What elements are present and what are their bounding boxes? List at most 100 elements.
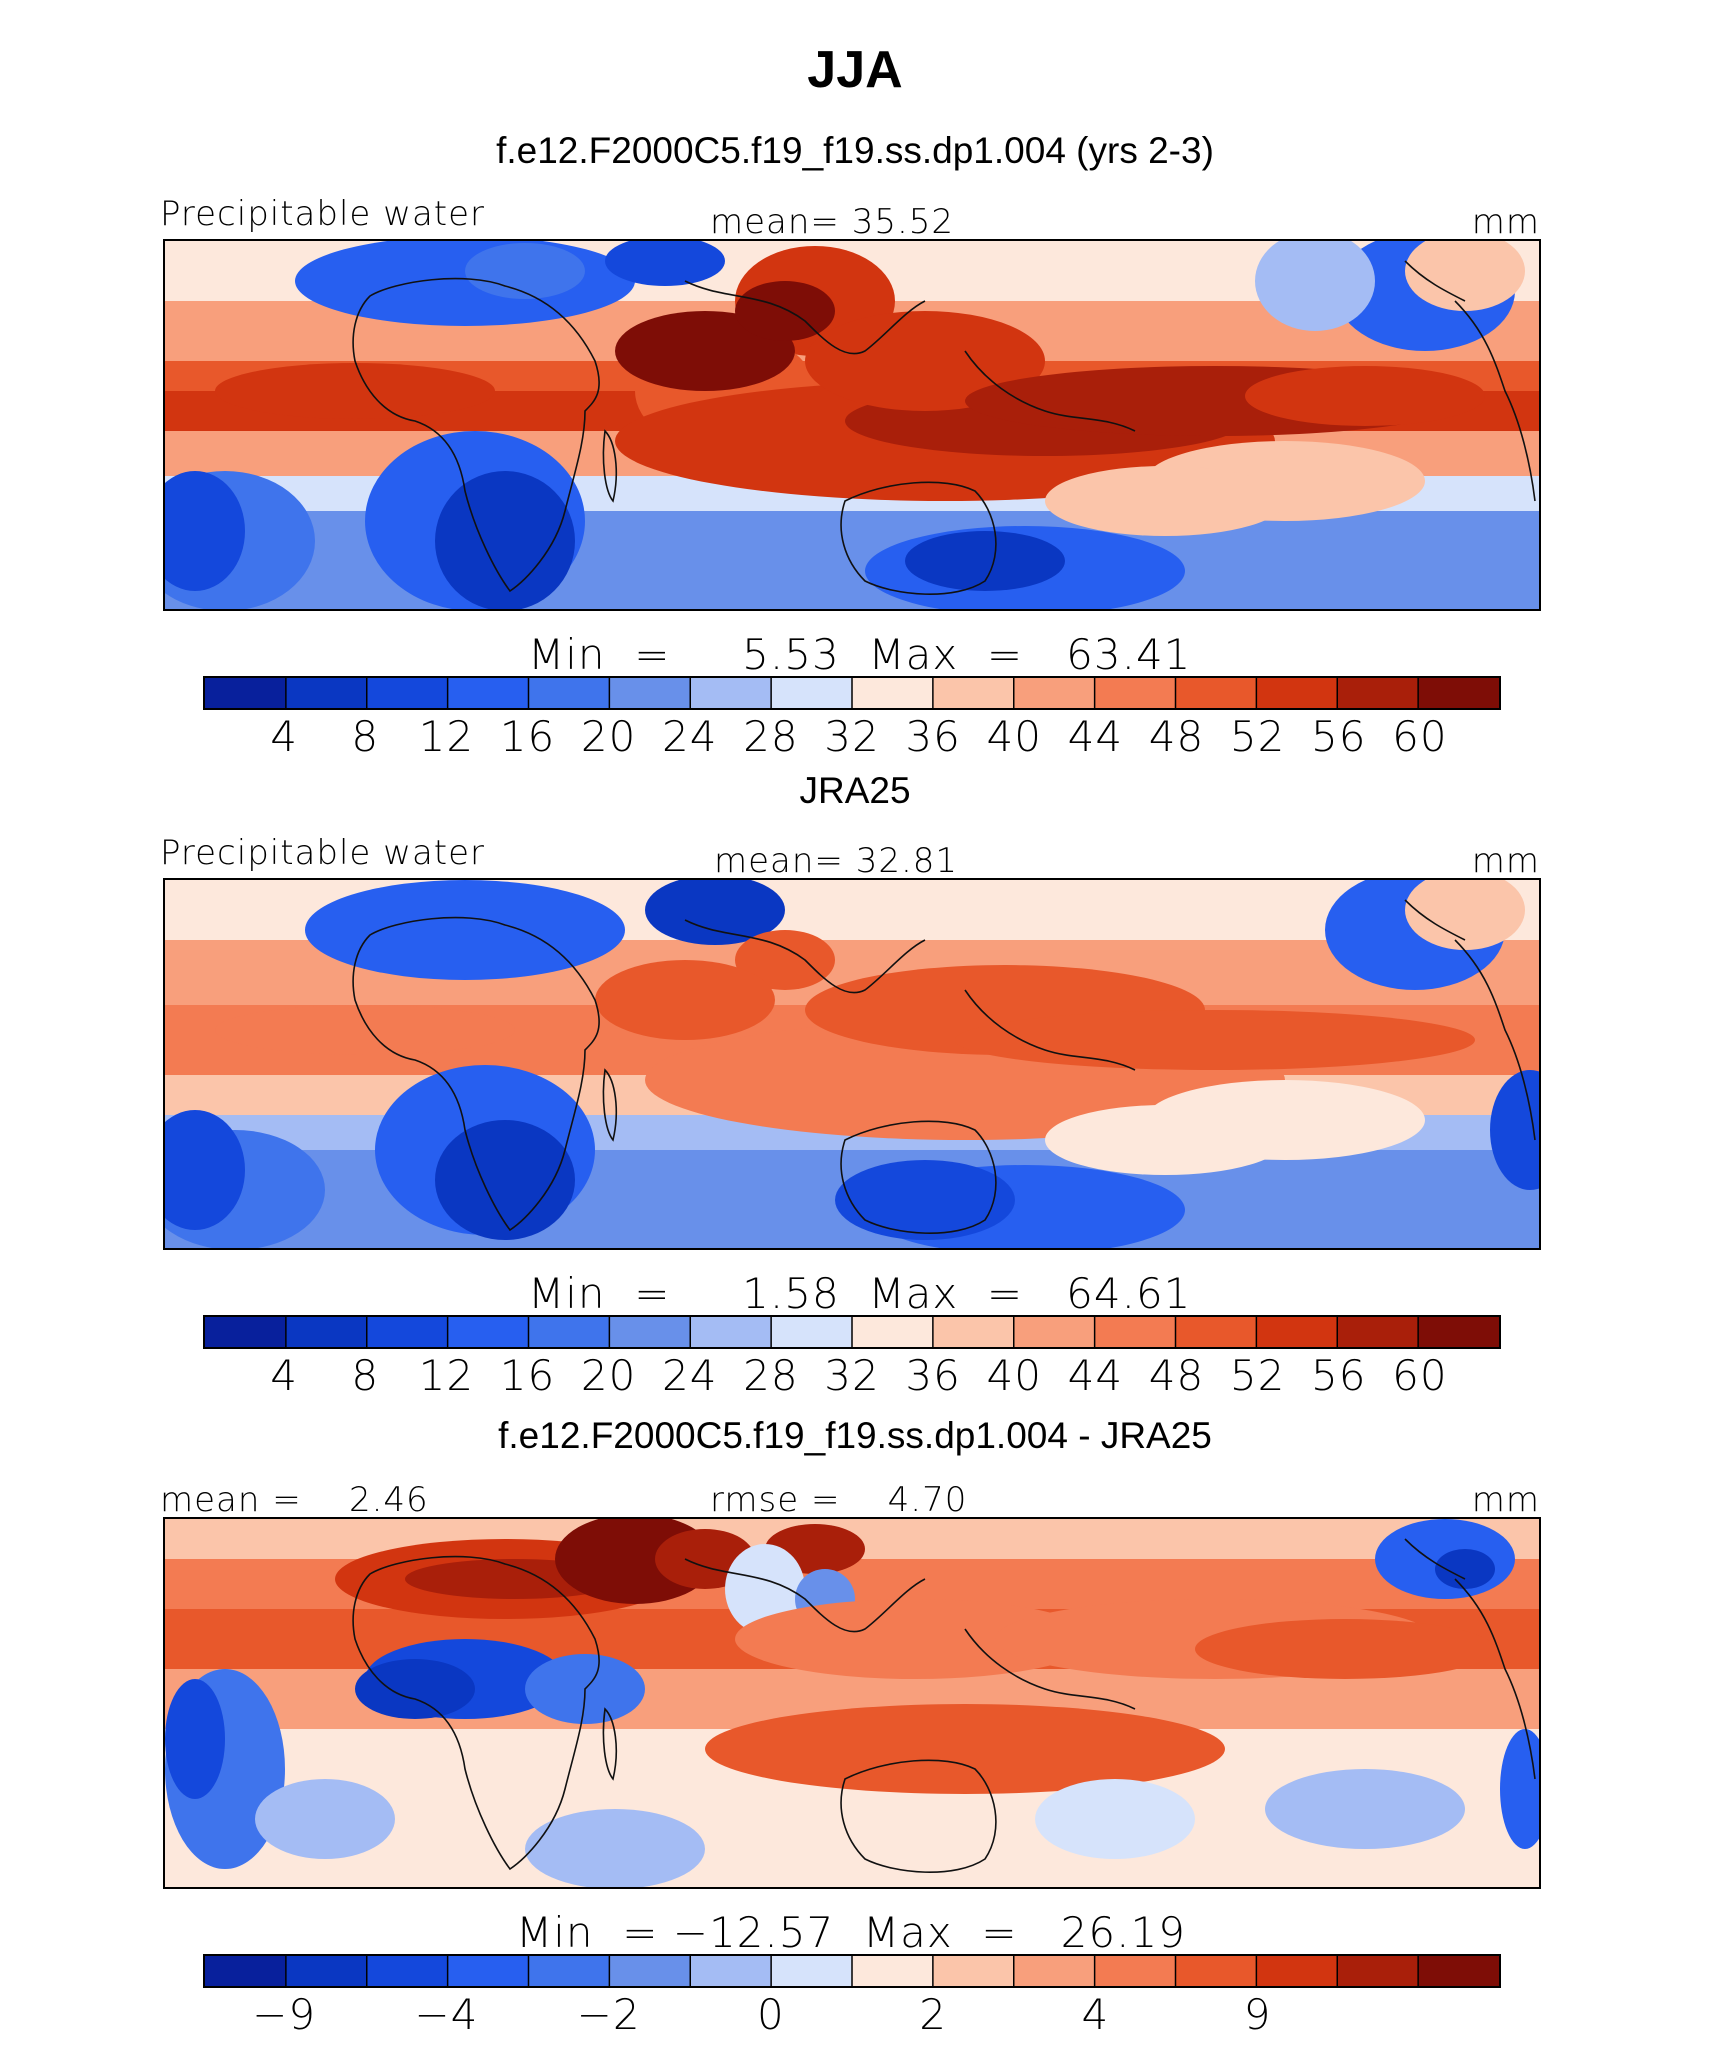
colorbar-cell [852, 1317, 934, 1347]
colorbar-cell [1175, 1317, 1257, 1347]
coastline [964, 989, 1136, 1071]
colorbar-tick-label: −9 [252, 1990, 317, 2039]
coastline [602, 1068, 618, 1142]
contour-region [1490, 1070, 1539, 1190]
coastline [1454, 300, 1536, 502]
panel-3-units-label: mm [1471, 1480, 1540, 1520]
colorbar-cell [609, 678, 691, 708]
colorbar-cell [609, 1317, 691, 1347]
panel-1-min-max: Min = 5.53 Max = 63.41 [528, 630, 1192, 679]
panel-1-mean-label: mean= 35.52 [710, 202, 955, 242]
contour-region [165, 1679, 225, 1799]
colorbar-tick-label: 52 [1229, 712, 1286, 761]
coastline [684, 1558, 926, 1633]
colorbar-cell [1418, 1956, 1499, 1986]
colorbar-cell [1337, 1317, 1419, 1347]
colorbar-cell [1013, 678, 1096, 708]
colorbar-tick-label: 36 [905, 1351, 961, 1400]
colorbar-tick-label: 60 [1392, 712, 1448, 761]
contour-region [1500, 1729, 1539, 1849]
contour-region [1265, 1769, 1465, 1849]
colorbar-cell [771, 1317, 853, 1347]
figure-title: JJA [807, 41, 903, 99]
contour-region [1405, 241, 1525, 311]
panel-3-rmse-label: rmse = 4.70 [710, 1480, 968, 1520]
colorbar-tick-label: 2 [919, 1990, 947, 2039]
coastline [964, 350, 1136, 432]
colorbar-cell [1256, 678, 1338, 708]
colorbar-tick-label: 56 [1311, 1351, 1367, 1400]
colorbar-cell [690, 1956, 772, 1986]
contour-region [645, 880, 785, 945]
contour-region [1255, 241, 1375, 331]
colorbar-cell [1094, 678, 1176, 708]
colorbar-tick-label: 16 [499, 712, 556, 761]
colorbar-cell [932, 1317, 1015, 1347]
panel-1-subtitle: f.e12.F2000C5.f19_f19.ss.dp1.004 (yrs 2-… [496, 130, 1214, 171]
colorbar-cell [1337, 678, 1419, 708]
panel-3-colorbar [203, 1954, 1501, 1988]
panel-2-colorbar [203, 1315, 1501, 1349]
contour-region [1435, 1549, 1495, 1589]
contour-region [595, 960, 775, 1040]
coastline [352, 277, 600, 593]
contour-region [305, 880, 625, 980]
panel-1-colorbar [203, 676, 1501, 710]
colorbar-cell [1013, 1317, 1096, 1347]
panel-2-map [163, 878, 1541, 1250]
panel-2-map-plot [165, 880, 1539, 1248]
panel-2-units-label: mm [1471, 841, 1540, 881]
colorbar-cell [528, 678, 610, 708]
contour-region [1045, 1105, 1285, 1175]
contour-region [215, 1005, 515, 1055]
panel-3-colorbar-ticks: −9 −4 −2 0 2 4 9 [203, 1990, 1501, 2040]
colorbar-cell [690, 1317, 772, 1347]
colorbar-cell [1418, 1317, 1499, 1347]
coastline [840, 481, 997, 595]
colorbar-cell [1175, 1956, 1257, 1986]
colorbar-cell [366, 1317, 449, 1347]
colorbar-tick-label: −2 [576, 1990, 641, 2039]
colorbar-cell [1175, 678, 1257, 708]
colorbar-tick-label: 32 [824, 1351, 880, 1400]
colorbar-tick-label: 28 [743, 1351, 799, 1400]
colorbar-tick-label: 36 [905, 712, 961, 761]
coastline [840, 1759, 997, 1873]
colorbar-cell [447, 1317, 529, 1347]
colorbar-tick-label: 20 [580, 712, 637, 761]
colorbar-cell [205, 678, 287, 708]
coastline [1404, 899, 1466, 941]
colorbar-cell [285, 678, 368, 708]
contour-region [835, 1160, 1015, 1240]
colorbar-cell [1418, 678, 1499, 708]
colorbar-cell [447, 678, 529, 708]
colorbar-tick-label: −4 [414, 1990, 479, 2039]
colorbar-cell [852, 1956, 934, 1986]
colorbar-cell [771, 1956, 853, 1986]
coastline [1404, 260, 1466, 302]
contour-region [255, 1779, 395, 1859]
contour-region [735, 930, 835, 990]
colorbar-tick-label: 32 [824, 712, 880, 761]
colorbar-tick-label: 4 [270, 712, 298, 761]
colorbar-tick-label: 0 [757, 1990, 785, 2039]
colorbar-tick-label: 52 [1229, 1351, 1286, 1400]
contour-region [165, 1110, 245, 1230]
panel-3-mean-label: mean = 2.46 [160, 1480, 429, 1520]
colorbar-cell [1094, 1956, 1176, 1986]
panel-2-min-max: Min = 1.58 Max = 64.61 [528, 1269, 1192, 1318]
colorbar-tick-label: 44 [1067, 712, 1124, 761]
contour-region [805, 311, 1045, 411]
contour-region [1045, 466, 1285, 536]
colorbar-cell [690, 678, 772, 708]
coastline [602, 1707, 618, 1781]
panel-3-min-max: Min = −12.57 Max = 26.19 [516, 1908, 1186, 1957]
colorbar-cell [1094, 1317, 1176, 1347]
panel-1-variable-label: Precipitable water [160, 194, 486, 234]
colorbar-tick-label: 40 [986, 712, 1042, 761]
colorbar-cell [285, 1956, 368, 1986]
colorbar-cell [205, 1317, 287, 1347]
colorbar-cell [1013, 1956, 1096, 1986]
panel-2-subtitle: JRA25 [799, 770, 911, 811]
panel-1-map [163, 239, 1541, 611]
